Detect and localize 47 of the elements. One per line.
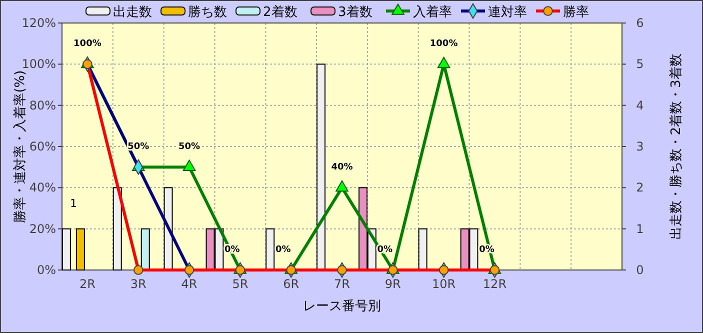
y2-tick-label: 0	[636, 263, 644, 277]
x-tick-label: 6R	[283, 277, 300, 291]
data-label: 0%	[275, 245, 291, 255]
y-tick-label: 120%	[22, 16, 56, 30]
bar	[62, 228, 71, 270]
y2-tick-label: 6	[636, 16, 644, 30]
data-label: 100%	[430, 39, 458, 50]
y-tick-label: 0%	[36, 263, 56, 277]
bar	[112, 187, 122, 270]
y2-tick-label: 2	[636, 180, 644, 195]
legend-label: 勝ち数	[188, 5, 227, 20]
legend-label: 連対率	[488, 4, 527, 20]
y-tick-label: 80%	[29, 98, 56, 112]
legend-label: 3着数	[338, 4, 372, 20]
x-tick-label: 4R	[181, 277, 198, 291]
x-axis-title: レース番号別	[303, 299, 381, 314]
legend-label: 2着数	[263, 4, 298, 20]
y2-tick-label: 3	[636, 140, 644, 154]
data-label: 50%	[178, 142, 200, 152]
x-tick-label: 10R	[432, 277, 456, 291]
bar	[316, 64, 326, 270]
y2-tick-label: 1	[636, 222, 644, 236]
bar	[76, 228, 85, 270]
bar	[140, 228, 150, 270]
y2-tick-label: 5	[636, 57, 644, 72]
legend-label: 勝率	[563, 4, 589, 20]
bar	[418, 228, 428, 270]
legend-label: 入着率	[413, 4, 452, 20]
y2-axis-title: 出走数・勝ち数・2着数・3着数	[668, 54, 684, 240]
data-label: 1	[70, 196, 77, 210]
x-tick-label: 7R	[334, 277, 350, 291]
y-tick-label: 60%	[29, 140, 56, 154]
y-tick-label: 100%	[22, 57, 56, 72]
y-axis-title: 勝率・連対率・入着率(%)	[12, 70, 28, 223]
y-tick-label: 40%	[29, 180, 56, 195]
y2-tick-label: 4	[636, 98, 644, 112]
x-tick-label: 3R	[130, 277, 146, 291]
y-tick-label: 20%	[29, 222, 56, 236]
data-label: 100%	[74, 39, 102, 50]
x-tick-label: 5R	[232, 277, 248, 291]
x-tick-label: 9R	[384, 277, 401, 291]
x-tick-label: 2R	[79, 277, 96, 291]
bar	[266, 228, 275, 270]
x-tick-label: 12R	[482, 277, 507, 291]
legend-label: 出走数	[113, 5, 152, 20]
data-label: 40%	[331, 162, 353, 173]
point	[336, 180, 348, 192]
